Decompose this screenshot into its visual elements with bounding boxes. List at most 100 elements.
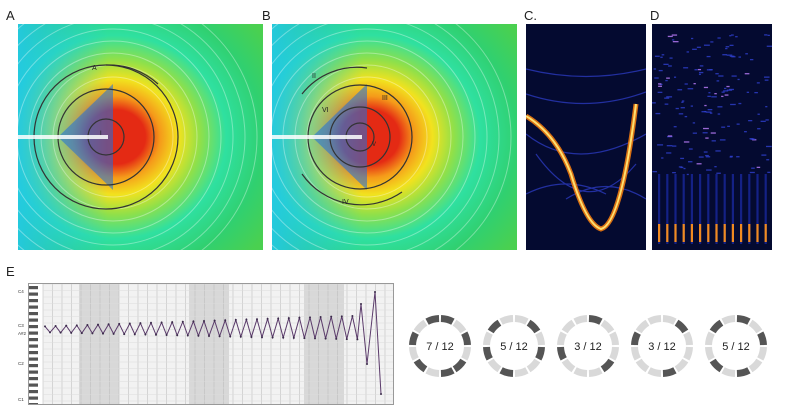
panel-label-c: C.: [524, 8, 537, 23]
spectral-dot: [705, 111, 712, 113]
spectral-dot: [699, 65, 704, 67]
spectral-dot: [652, 102, 656, 104]
pitch-point: [319, 316, 322, 319]
pitch-point: [70, 331, 73, 334]
pitch-point: [213, 319, 216, 322]
pitch-point: [282, 336, 285, 339]
ring-segment: [440, 315, 455, 325]
key-label-as2-side: A#2: [18, 331, 27, 336]
ring-segment: [662, 315, 677, 325]
pitch-class-ring: 3 / 12: [557, 315, 619, 377]
spectral-dot: [669, 57, 673, 59]
pitch-point: [380, 393, 382, 395]
striation-hot: [690, 224, 693, 242]
spectral-dot: [754, 91, 758, 94]
pitch-point: [197, 334, 200, 337]
ring-label: 5 / 12: [722, 341, 750, 353]
pitch-point: [218, 335, 221, 338]
black-key: [29, 403, 38, 404]
spectral-dot: [766, 45, 772, 47]
spectral-dot: [711, 96, 717, 98]
striation-hot: [666, 224, 669, 242]
pitch-point: [366, 363, 368, 365]
ring-segment: [674, 358, 689, 373]
spectral-dot: [678, 166, 683, 168]
pitch-point: [97, 323, 99, 326]
pitch-class-rings: 7 / 12 5 / 12 3 / 12 3 / 12 5 / 12: [404, 306, 784, 386]
spectral-dot: [680, 157, 685, 160]
spectral-dot: [705, 137, 709, 139]
pitch-point: [245, 318, 248, 321]
ring-segment: [600, 358, 615, 373]
spectral-dot: [666, 96, 673, 98]
striation: [764, 174, 767, 244]
pitch-point: [91, 332, 94, 335]
wavefield-a-svg: A I: [18, 24, 263, 250]
panel-a-wavefield: A I: [18, 24, 263, 250]
spectral-dot: [714, 166, 717, 168]
spectral-dot: [725, 47, 728, 50]
spectral-dot: [652, 170, 657, 173]
ring-segment: [561, 358, 576, 373]
trace-c-core: [526, 103, 637, 231]
spectral-dot: [717, 37, 721, 39]
spectral-dot: [666, 152, 672, 154]
spectral-dot: [726, 89, 733, 91]
ring-segment: [413, 358, 428, 373]
spectral-dot: [726, 85, 730, 88]
pitch-point: [229, 335, 232, 338]
spectral-dot: [725, 46, 730, 48]
spectral-dot: [750, 138, 756, 140]
spectral-dot: [687, 88, 694, 90]
spectral-dot: [703, 127, 709, 130]
panel-label-e: E: [6, 264, 15, 279]
striation-hot: [707, 224, 710, 242]
pitch-point: [128, 322, 131, 325]
spectral-dot: [688, 161, 693, 163]
pitch-class-ring: 7 / 12: [409, 315, 471, 377]
spectral-dot: [735, 36, 738, 38]
striation: [731, 174, 734, 244]
spectrogram-d-svg: [652, 34, 772, 244]
ring-label: 7 / 12: [426, 341, 454, 353]
ring-segment: [452, 319, 467, 334]
spectral-dot: [721, 91, 725, 93]
spectral-dot: [756, 166, 761, 169]
pitch-point: [324, 337, 327, 340]
black-key: [29, 357, 38, 361]
spectral-dot: [736, 123, 740, 125]
pitch-point: [186, 334, 189, 337]
ring-segment: [721, 315, 736, 325]
striation: [715, 174, 718, 244]
pitch-point: [192, 320, 195, 323]
pitch-point: [335, 337, 338, 340]
spectral-dot: [657, 144, 664, 146]
black-key: [29, 325, 38, 329]
striation-hot: [764, 224, 767, 242]
pitch-point: [261, 336, 263, 339]
spectral-dot: [698, 73, 701, 76]
spectral-dot: [677, 89, 683, 91]
spectral-dot: [723, 90, 729, 92]
pitch-point: [374, 291, 376, 293]
spectral-dot: [664, 97, 670, 99]
spectral-dot: [697, 68, 702, 71]
pitch-point: [44, 325, 46, 328]
spectral-dot: [766, 159, 770, 161]
spectral-dot: [728, 88, 734, 91]
ring-segment: [535, 331, 545, 346]
spectral-dot: [738, 56, 742, 58]
spectral-dot: [722, 54, 728, 56]
spectral-dot: [681, 101, 684, 103]
spectral-dot: [666, 77, 670, 79]
black-key: [29, 383, 38, 387]
ring-label-a: A: [92, 65, 97, 72]
pitch-point: [208, 335, 210, 337]
spectral-dot: [748, 119, 753, 122]
spectral-dot: [717, 106, 723, 108]
panel-e-pianoroll: C4 C3 A#2 C2 C1: [28, 283, 394, 405]
spectral-dot: [691, 37, 694, 40]
pitch-point: [203, 320, 205, 322]
ring-segment: [631, 346, 641, 361]
ring-label: 3 / 12: [574, 341, 602, 353]
